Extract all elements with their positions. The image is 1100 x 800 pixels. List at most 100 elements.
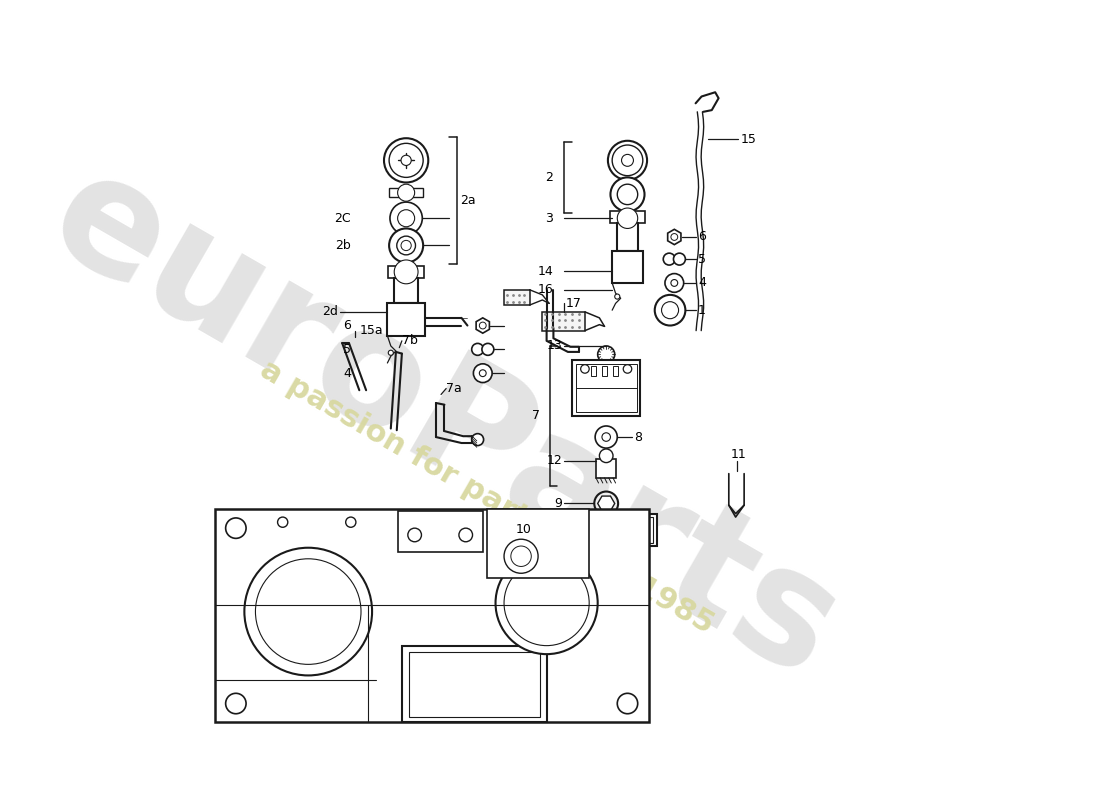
- Text: 2: 2: [546, 171, 553, 184]
- Circle shape: [661, 302, 679, 318]
- Circle shape: [613, 145, 642, 176]
- Circle shape: [345, 517, 356, 527]
- Text: 2b: 2b: [336, 239, 351, 252]
- Circle shape: [277, 517, 288, 527]
- Bar: [596, 459, 616, 478]
- Text: 2d: 2d: [322, 306, 338, 318]
- Text: 7b: 7b: [402, 334, 418, 347]
- Circle shape: [602, 433, 610, 442]
- Circle shape: [671, 234, 678, 240]
- Circle shape: [504, 539, 538, 574]
- Polygon shape: [476, 318, 490, 333]
- Circle shape: [495, 552, 597, 654]
- Bar: [387, 303, 425, 336]
- Circle shape: [621, 154, 634, 166]
- Polygon shape: [597, 496, 615, 511]
- Bar: [610, 211, 645, 223]
- Bar: [556, 514, 658, 546]
- Circle shape: [581, 365, 590, 373]
- Circle shape: [388, 350, 394, 355]
- Text: 10: 10: [516, 523, 531, 536]
- Text: a passion for parts since 1985: a passion for parts since 1985: [255, 354, 719, 639]
- Circle shape: [255, 558, 361, 664]
- Circle shape: [402, 240, 411, 250]
- Bar: [402, 646, 547, 722]
- Circle shape: [226, 518, 246, 538]
- Text: 7a: 7a: [447, 382, 462, 395]
- Text: 4: 4: [698, 277, 706, 290]
- Circle shape: [671, 279, 678, 286]
- Bar: [613, 366, 618, 376]
- Circle shape: [617, 694, 638, 714]
- Bar: [613, 251, 642, 283]
- Text: 16: 16: [538, 283, 553, 296]
- Text: 12: 12: [547, 454, 562, 467]
- Text: 5: 5: [343, 343, 351, 356]
- Circle shape: [402, 155, 411, 166]
- Bar: [394, 278, 418, 303]
- Circle shape: [615, 294, 619, 299]
- Circle shape: [624, 365, 631, 373]
- Text: 14: 14: [538, 265, 553, 278]
- Text: 13: 13: [547, 339, 562, 353]
- Text: 4: 4: [343, 366, 351, 380]
- Bar: [397, 511, 483, 552]
- Bar: [575, 364, 637, 412]
- Text: 6: 6: [698, 230, 706, 243]
- Bar: [409, 653, 540, 717]
- Text: 11: 11: [730, 447, 746, 461]
- Circle shape: [504, 561, 590, 646]
- Bar: [487, 510, 590, 578]
- Circle shape: [394, 260, 418, 284]
- Circle shape: [597, 346, 615, 363]
- Circle shape: [594, 491, 618, 515]
- Circle shape: [390, 202, 422, 234]
- Text: 7: 7: [531, 410, 540, 422]
- Bar: [389, 189, 424, 197]
- Circle shape: [480, 370, 486, 377]
- Circle shape: [499, 517, 509, 527]
- Circle shape: [663, 253, 675, 265]
- Circle shape: [480, 322, 486, 329]
- Text: 6: 6: [343, 319, 351, 332]
- Circle shape: [482, 343, 494, 355]
- Text: 8: 8: [635, 430, 642, 443]
- Text: 3: 3: [546, 212, 553, 225]
- Circle shape: [617, 184, 638, 205]
- Text: euroParts: euroParts: [24, 137, 865, 712]
- Text: 2a: 2a: [461, 194, 476, 207]
- Bar: [504, 290, 529, 305]
- Circle shape: [664, 274, 684, 292]
- Circle shape: [575, 517, 586, 527]
- Bar: [542, 312, 585, 330]
- Circle shape: [608, 141, 647, 180]
- Circle shape: [472, 343, 484, 355]
- Bar: [560, 517, 653, 542]
- Text: 15: 15: [740, 133, 757, 146]
- Text: 2C: 2C: [334, 212, 351, 225]
- Bar: [617, 223, 638, 251]
- Circle shape: [600, 449, 613, 462]
- Circle shape: [389, 229, 424, 262]
- Bar: [214, 510, 649, 722]
- Bar: [591, 366, 596, 376]
- Circle shape: [389, 143, 424, 178]
- Circle shape: [384, 138, 428, 182]
- Circle shape: [510, 546, 531, 566]
- Bar: [572, 361, 640, 416]
- Text: 1: 1: [698, 304, 706, 317]
- Circle shape: [610, 178, 645, 211]
- Circle shape: [654, 295, 685, 326]
- Polygon shape: [668, 230, 681, 245]
- Circle shape: [673, 253, 685, 265]
- Circle shape: [226, 694, 246, 714]
- Text: 5: 5: [698, 253, 706, 266]
- Text: 15a: 15a: [360, 324, 383, 337]
- Text: 17: 17: [565, 297, 581, 310]
- Circle shape: [397, 184, 415, 202]
- Circle shape: [459, 528, 473, 542]
- Circle shape: [397, 210, 415, 226]
- Circle shape: [244, 548, 372, 675]
- Text: 9: 9: [554, 497, 562, 510]
- Circle shape: [408, 528, 421, 542]
